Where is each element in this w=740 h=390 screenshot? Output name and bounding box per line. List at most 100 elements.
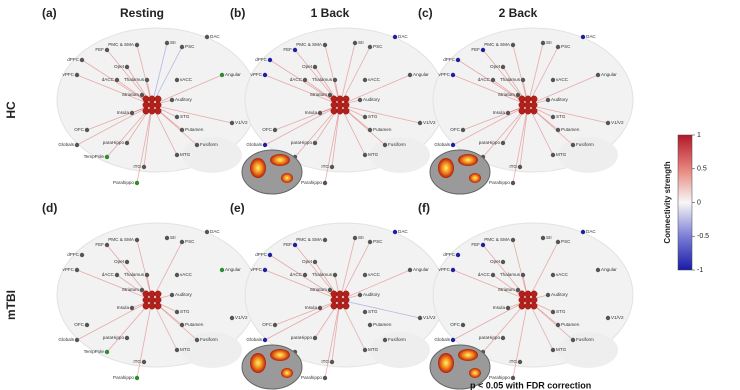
node-label: dACC (478, 272, 491, 277)
footnote: p < 0.05 with FDR correction (470, 380, 591, 390)
node-label: dACC (290, 77, 303, 82)
colorbar-title: Connectivity strength (663, 161, 672, 243)
node (273, 323, 277, 327)
node (75, 338, 79, 342)
node-label: STG (368, 114, 378, 119)
node-label: paraHippo (479, 335, 501, 340)
node-label: PMC & SMA (108, 237, 135, 242)
node-label: dPFC (255, 252, 267, 257)
hub-node (531, 291, 537, 297)
hub-node (525, 303, 531, 309)
hub-node (531, 96, 537, 102)
node (170, 98, 174, 102)
hub-node (531, 108, 537, 114)
node (556, 45, 560, 49)
hub-node (149, 291, 155, 297)
colorbar-tick-label: -1 (697, 267, 703, 274)
node (546, 98, 550, 102)
node-label: ITG (321, 359, 329, 364)
node (180, 240, 184, 244)
node (80, 253, 84, 257)
node-label: Insula (493, 110, 506, 115)
node (205, 230, 209, 234)
hub-node (155, 297, 161, 303)
node-label: vPFC (63, 72, 75, 77)
node (521, 78, 525, 82)
node (451, 338, 455, 342)
node-label: ITG (509, 164, 517, 169)
node-label: PMC & SMA (484, 42, 511, 47)
hub-node (155, 291, 161, 297)
node-label: dPFC (67, 252, 79, 257)
node-label: Fusiform (200, 337, 218, 342)
node (393, 35, 397, 39)
node-label: dPFC (443, 252, 455, 257)
node-label: V1/V2 (611, 120, 624, 125)
node-label: Putamen (185, 322, 204, 327)
node-label: PMC & SMA (296, 42, 323, 47)
node (323, 376, 327, 380)
node (556, 323, 560, 327)
node (456, 253, 460, 257)
node (313, 65, 317, 69)
node-label: MTG (556, 347, 567, 352)
node (551, 78, 555, 82)
node (130, 306, 134, 310)
hub-node (525, 102, 531, 108)
node-label: vPFC (251, 267, 263, 272)
hub-node (337, 303, 343, 309)
node (551, 348, 555, 352)
node (481, 243, 485, 247)
node-label: STG (180, 114, 190, 119)
node-label: Striatum (498, 287, 515, 292)
node (551, 115, 555, 119)
node-label: Globals (58, 142, 74, 147)
hub-node (331, 102, 337, 108)
node-label: vACC (556, 77, 569, 82)
hub-node (143, 102, 149, 108)
node (328, 93, 332, 97)
node (363, 115, 367, 119)
node-label: dACC (102, 77, 115, 82)
hub-node (149, 297, 155, 303)
node-label: Opet (302, 64, 313, 69)
node-label: V1/V2 (423, 120, 436, 125)
node-label: Putamen (373, 322, 392, 327)
panel-label: (b) (230, 6, 245, 20)
node-label: PMC & SMA (296, 237, 323, 242)
node (501, 141, 505, 145)
node (115, 273, 119, 277)
node-label: paraHippo (103, 335, 125, 340)
node (596, 268, 600, 272)
node (451, 268, 455, 272)
hub-node (337, 96, 343, 102)
node (75, 73, 79, 77)
hub-node (143, 297, 149, 303)
node-label: MTG (556, 152, 567, 157)
node-label: STG (368, 309, 378, 314)
node-label: STG (556, 309, 566, 314)
node (551, 273, 555, 277)
node-label: dPFC (443, 57, 455, 62)
node-label: Globals (246, 337, 262, 342)
node-label: vPFC (439, 267, 451, 272)
node-label: MTG (180, 152, 191, 157)
node (368, 240, 372, 244)
node-label: FEF (95, 242, 104, 247)
panel-label: (f) (418, 201, 430, 215)
node-label: vACC (556, 272, 569, 277)
node (303, 273, 307, 277)
node (333, 78, 337, 82)
hub-node (519, 291, 525, 297)
activation (438, 353, 454, 373)
node (313, 141, 317, 145)
node-label: PSC (185, 44, 195, 49)
node-label: MTG (368, 347, 379, 352)
hub-node (143, 108, 149, 114)
node (571, 143, 575, 147)
panel-label: (c) (418, 6, 433, 20)
node (491, 273, 495, 277)
node (383, 338, 387, 342)
hub-node (149, 303, 155, 309)
node-label: Angular (225, 72, 241, 77)
